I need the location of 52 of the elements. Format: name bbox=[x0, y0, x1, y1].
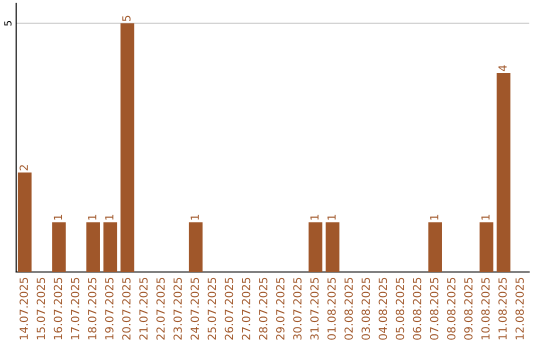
x-tick-label: 07.08.2025 bbox=[430, 278, 438, 340]
x-tick-label: 08.08.2025 bbox=[447, 278, 456, 340]
x-tick-label: 15.07.2025 bbox=[36, 278, 46, 340]
data-label: 1 bbox=[310, 214, 319, 220]
x-tick-label: 23.07.2025 bbox=[173, 278, 182, 340]
x-tick-label: 18.07.2025 bbox=[88, 278, 96, 340]
x-tick-label: 05.08.2025 bbox=[396, 278, 404, 340]
data-label: 1 bbox=[481, 214, 490, 220]
x-tick-label: 31.07.2025 bbox=[310, 278, 319, 340]
bar bbox=[496, 73, 510, 272]
bar bbox=[326, 222, 340, 272]
data-label: 1 bbox=[430, 214, 438, 220]
x-tick-label: 22.07.2025 bbox=[156, 278, 165, 340]
x-tick-label: 26.07.2025 bbox=[224, 278, 234, 340]
data-label: 5 bbox=[122, 16, 131, 22]
bar bbox=[308, 222, 322, 272]
x-tick-label: 11.08.2025 bbox=[498, 278, 507, 340]
bar bbox=[52, 222, 66, 272]
data-label: 1 bbox=[54, 214, 62, 220]
bar bbox=[103, 222, 118, 272]
x-tick-label: 09.08.2025 bbox=[464, 278, 473, 340]
bar bbox=[18, 172, 32, 272]
bar bbox=[120, 23, 134, 272]
bar bbox=[480, 222, 494, 272]
x-tick-label: 27.07.2025 bbox=[242, 278, 250, 340]
bar bbox=[188, 222, 203, 272]
data-label: 2 bbox=[20, 165, 28, 170]
x-tick-label: 19.07.2025 bbox=[105, 278, 114, 340]
data-label: 1 bbox=[88, 214, 96, 220]
x-tick-label: 04.08.2025 bbox=[378, 278, 388, 340]
x-tick-label: 02.08.2025 bbox=[344, 278, 353, 340]
data-label: 1 bbox=[105, 214, 114, 220]
x-tick-label: 17.07.2025 bbox=[70, 278, 80, 340]
x-tick-label: 14.07.2025 bbox=[20, 278, 28, 340]
x-tick-label: 20.07.2025 bbox=[122, 278, 131, 340]
data-label: 1 bbox=[190, 214, 199, 220]
x-tick-label: 10.08.2025 bbox=[481, 278, 490, 340]
x-tick-label: 30.07.2025 bbox=[293, 278, 302, 340]
x-tick-label: 03.08.2025 bbox=[362, 278, 370, 340]
data-label: 4 bbox=[498, 65, 507, 72]
x-tick-label: 28.07.2025 bbox=[258, 278, 268, 340]
bar bbox=[428, 222, 442, 272]
x-tick-label: 06.08.2025 bbox=[412, 278, 422, 340]
bar bbox=[86, 222, 100, 272]
x-tick-label: 24.07.2025 bbox=[190, 278, 199, 340]
x-tick-label: 25.07.2025 bbox=[208, 278, 216, 340]
data-label: 1 bbox=[328, 214, 336, 220]
x-tick-label: 01.08.2025 bbox=[327, 278, 336, 340]
x-tick-label: 29.07.2025 bbox=[276, 278, 284, 340]
x-tick-label: 16.07.2025 bbox=[54, 278, 62, 340]
x-tick-label: 21.07.2025 bbox=[139, 278, 148, 340]
x-tick-label: 12.08.2025 bbox=[515, 278, 524, 340]
